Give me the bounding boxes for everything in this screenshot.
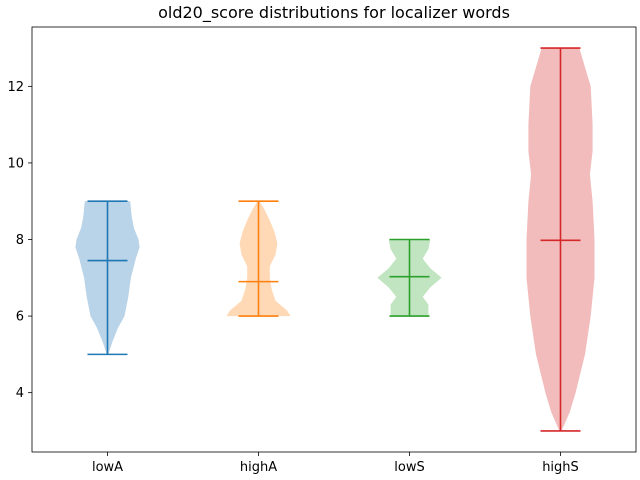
y-tick-label: 4 bbox=[16, 386, 24, 401]
violins-layer bbox=[75, 47, 595, 432]
y-tick-label: 6 bbox=[16, 310, 24, 325]
y-tick-label: 12 bbox=[7, 80, 24, 95]
x-tick-label-highA: highA bbox=[240, 460, 277, 475]
y-tick-label: 10 bbox=[7, 156, 24, 171]
x-tick-label-highS: highS bbox=[542, 460, 579, 475]
axes-layer: 4 6 8 10 12 lowA highA lowS highS bbox=[7, 26, 637, 475]
x-tick-label-lowA: lowA bbox=[92, 460, 123, 475]
chart-title: old20_score distributions for localizer … bbox=[158, 3, 510, 23]
y-tick-label: 8 bbox=[16, 233, 24, 248]
x-tick-label-lowS: lowS bbox=[394, 460, 424, 475]
